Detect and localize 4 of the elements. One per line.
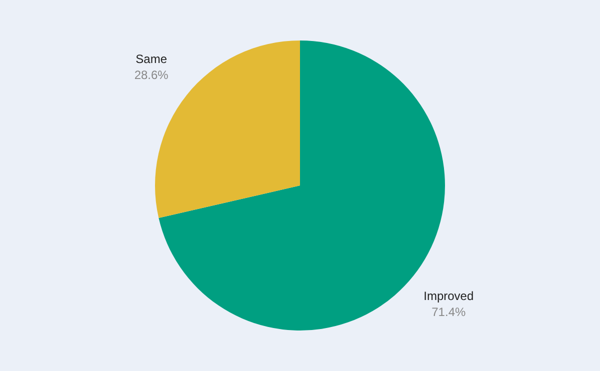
data-label: 71.4%	[432, 304, 466, 319]
slice-label: Same	[136, 52, 168, 66]
data-label: 28.6%	[134, 68, 169, 82]
slice-label: Improved	[424, 288, 474, 303]
